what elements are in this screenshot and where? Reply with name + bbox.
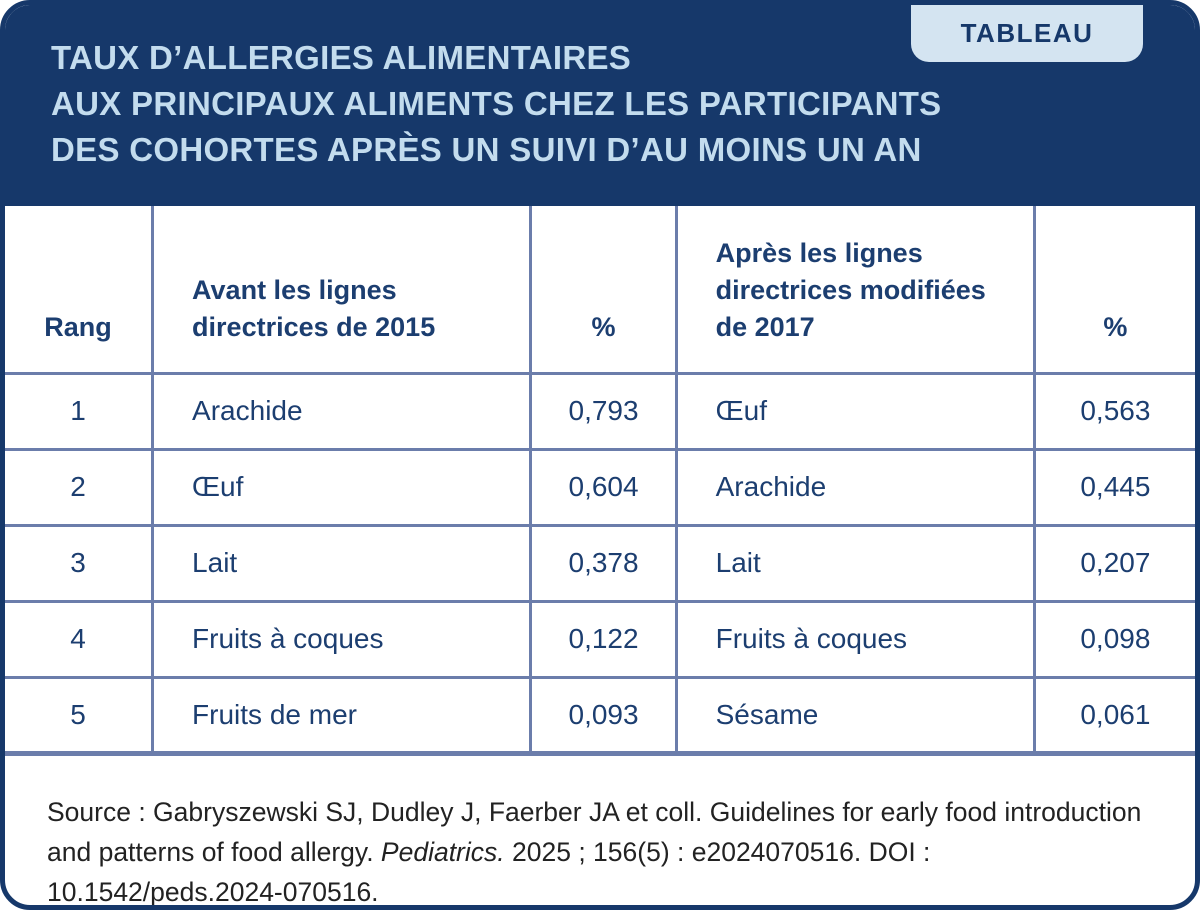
before-food-cell: Fruits de mer xyxy=(151,675,533,756)
after-food-cell: Sésame xyxy=(674,675,1036,756)
rank-cell: 4 xyxy=(5,599,155,679)
source-text-prefix: Source : Gabryszewski SJ, Dudley J, Faer… xyxy=(47,796,1142,867)
title-header-block: TABLEAU TAUX D’ALLERGIES ALIMENTAIRES AU… xyxy=(5,5,1195,206)
after-pct-cell: 0,061 xyxy=(1032,675,1195,756)
table-row: 5 Fruits de mer 0,093 Sésame 0,061 xyxy=(5,675,1195,756)
table-row: 4 Fruits à coques 0,122 Fruits à coques … xyxy=(5,599,1195,679)
rank-cell: 2 xyxy=(5,447,155,527)
table-row: 3 Lait 0,378 Lait 0,207 xyxy=(5,523,1195,603)
after-pct-cell: 0,445 xyxy=(1032,447,1195,527)
tableau-badge: TABLEAU xyxy=(911,5,1143,62)
rank-cell: 3 xyxy=(5,523,155,603)
after-pct-cell: 0,563 xyxy=(1032,371,1195,451)
after-food-cell: Œuf xyxy=(674,371,1036,451)
before-pct-cell: 0,378 xyxy=(529,523,678,603)
before-food-cell: Lait xyxy=(151,523,533,603)
after-pct-cell: 0,098 xyxy=(1032,599,1195,679)
table-row: 1 Arachide 0,793 Œuf 0,563 xyxy=(5,371,1195,451)
page-title-line-2: AUX PRINCIPAUX ALIMENTS CHEZ LES PARTICI… xyxy=(51,85,942,122)
after-food-cell: Arachide xyxy=(674,447,1036,527)
source-note: Source : Gabryszewski SJ, Dudley J, Faer… xyxy=(5,756,1195,907)
column-header-before-percent: % xyxy=(529,206,678,375)
rank-cell: 1 xyxy=(5,371,155,451)
before-pct-cell: 0,122 xyxy=(529,599,678,679)
after-food-cell: Fruits à coques xyxy=(674,599,1036,679)
before-pct-cell: 0,093 xyxy=(529,675,678,756)
journal-name-italic: Pediatrics. xyxy=(380,836,505,867)
before-pct-cell: 0,793 xyxy=(529,371,678,451)
column-header-after-guidelines: Après les lignes directrices modifiées d… xyxy=(674,206,1036,375)
column-header-after-percent: % xyxy=(1032,206,1195,375)
column-header-rank: Rang xyxy=(5,206,155,375)
column-header-before-guidelines: Avant les lignes directrices de 2015 xyxy=(151,206,533,375)
table-header-row: Rang Avant les lignes directrices de 201… xyxy=(5,206,1195,375)
page-title-line-3: DES COHORTES APRÈS UN SUIVI D’AU MOINS U… xyxy=(51,131,922,168)
after-food-cell: Lait xyxy=(674,523,1036,603)
table-row: 2 Œuf 0,604 Arachide 0,445 xyxy=(5,447,1195,527)
allergy-data-table: Rang Avant les lignes directrices de 201… xyxy=(5,206,1195,756)
source-text-suffix: 2025 ; 156(5) : e2024070516. DOI : 10.15… xyxy=(47,836,931,907)
rank-cell: 5 xyxy=(5,675,155,756)
page-title-line-1: TAUX D’ALLERGIES ALIMENTAIRES xyxy=(51,39,632,76)
before-pct-cell: 0,604 xyxy=(529,447,678,527)
before-food-cell: Œuf xyxy=(151,447,533,527)
after-pct-cell: 0,207 xyxy=(1032,523,1195,603)
before-food-cell: Arachide xyxy=(151,371,533,451)
before-food-cell: Fruits à coques xyxy=(151,599,533,679)
